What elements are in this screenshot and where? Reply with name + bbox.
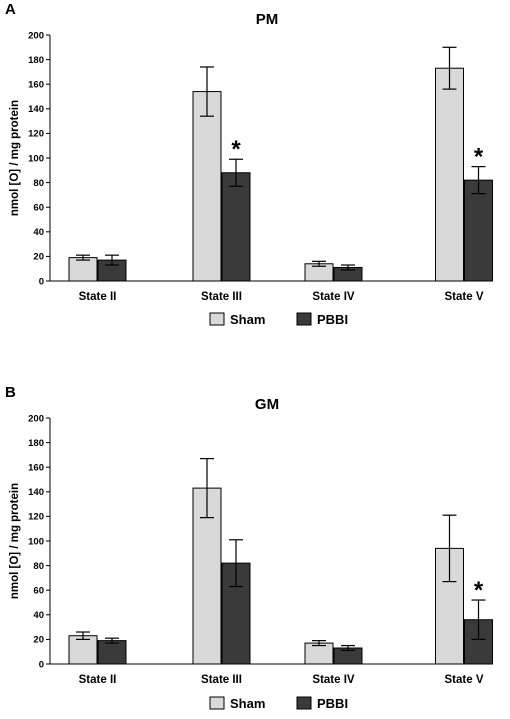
y-tick-label: 120 — [28, 512, 44, 523]
legend-swatch-pbbi — [296, 312, 312, 326]
significance-marker: * — [474, 577, 484, 604]
bar-sham-state-iii — [192, 91, 222, 282]
chart-title: PM — [256, 11, 279, 28]
bar-sham-state-iii — [192, 487, 222, 665]
legend-label-sham: Sham — [230, 696, 265, 711]
y-tick-label: 0 — [39, 659, 44, 670]
bar-sham-state-iv — [304, 642, 334, 665]
y-tick-label: 160 — [28, 463, 44, 474]
y-tick-label: 120 — [28, 129, 44, 140]
legend-swatch-sham — [209, 312, 225, 326]
y-tick-label: 100 — [28, 536, 44, 547]
panel-letter: A — [5, 1, 16, 18]
legend-swatch-pbbi — [296, 696, 312, 710]
bar-sham-state-ii — [68, 257, 98, 282]
legend-label-pbbi: PBBI — [317, 696, 348, 711]
x-tick-label: State II — [79, 291, 117, 303]
significance-marker: * — [231, 136, 241, 163]
y-tick-label: 200 — [28, 30, 44, 41]
y-axis-label: nmol [O] / mg protein — [9, 483, 21, 599]
y-tick-label: 160 — [28, 80, 44, 91]
y-tick-label: 40 — [33, 227, 44, 238]
panel-letter: B — [5, 384, 16, 401]
y-axis-label: nmol [O] / mg protein — [9, 100, 21, 216]
y-tick-label: 60 — [33, 586, 44, 597]
legend-label-pbbi: PBBI — [317, 312, 348, 327]
bar-sham-state-v — [435, 67, 464, 282]
y-tick-label: 40 — [33, 610, 44, 621]
y-tick-label: 140 — [28, 104, 44, 115]
y-tick-label: 20 — [33, 635, 44, 646]
x-tick-label: State V — [445, 674, 484, 686]
y-tick-label: 140 — [28, 487, 44, 498]
bar-sham-state-ii — [68, 635, 98, 665]
y-tick-label: 80 — [33, 561, 44, 572]
significance-marker: * — [474, 144, 484, 171]
chart-panel-a: A PM nmol [O] / mg protein 0 20 40 60 80 100 120 1… — [5, 1, 493, 327]
x-tick-label: State III — [201, 674, 242, 686]
y-tick-label: 180 — [28, 55, 44, 66]
y-tick-label: 20 — [33, 252, 44, 263]
x-tick-label: State IV — [312, 291, 355, 303]
bar-pbbi-state-ii — [97, 640, 127, 665]
x-tick-label: State II — [79, 674, 117, 686]
y-tick-label: 0 — [39, 276, 44, 287]
y-tick-label: 180 — [28, 438, 44, 449]
chart-title: GM — [255, 396, 279, 413]
y-tick-label: 60 — [33, 203, 44, 214]
x-tick-label: State IV — [312, 674, 355, 686]
x-tick-label: State V — [445, 291, 484, 303]
y-tick-label: 100 — [28, 153, 44, 164]
chart-panel-b: B GM nmol [O] / mg protein 0 20 40 60 80 100 120 1… — [5, 384, 493, 711]
legend-swatch-sham — [209, 696, 225, 710]
y-tick-label: 200 — [28, 413, 44, 424]
y-tick-label: 80 — [33, 178, 44, 189]
legend-label-sham: Sham — [230, 312, 265, 327]
bar-pbbi-state-iii — [221, 172, 251, 282]
bar-pbbi-state-v — [464, 179, 493, 282]
x-tick-label: State III — [201, 291, 242, 303]
